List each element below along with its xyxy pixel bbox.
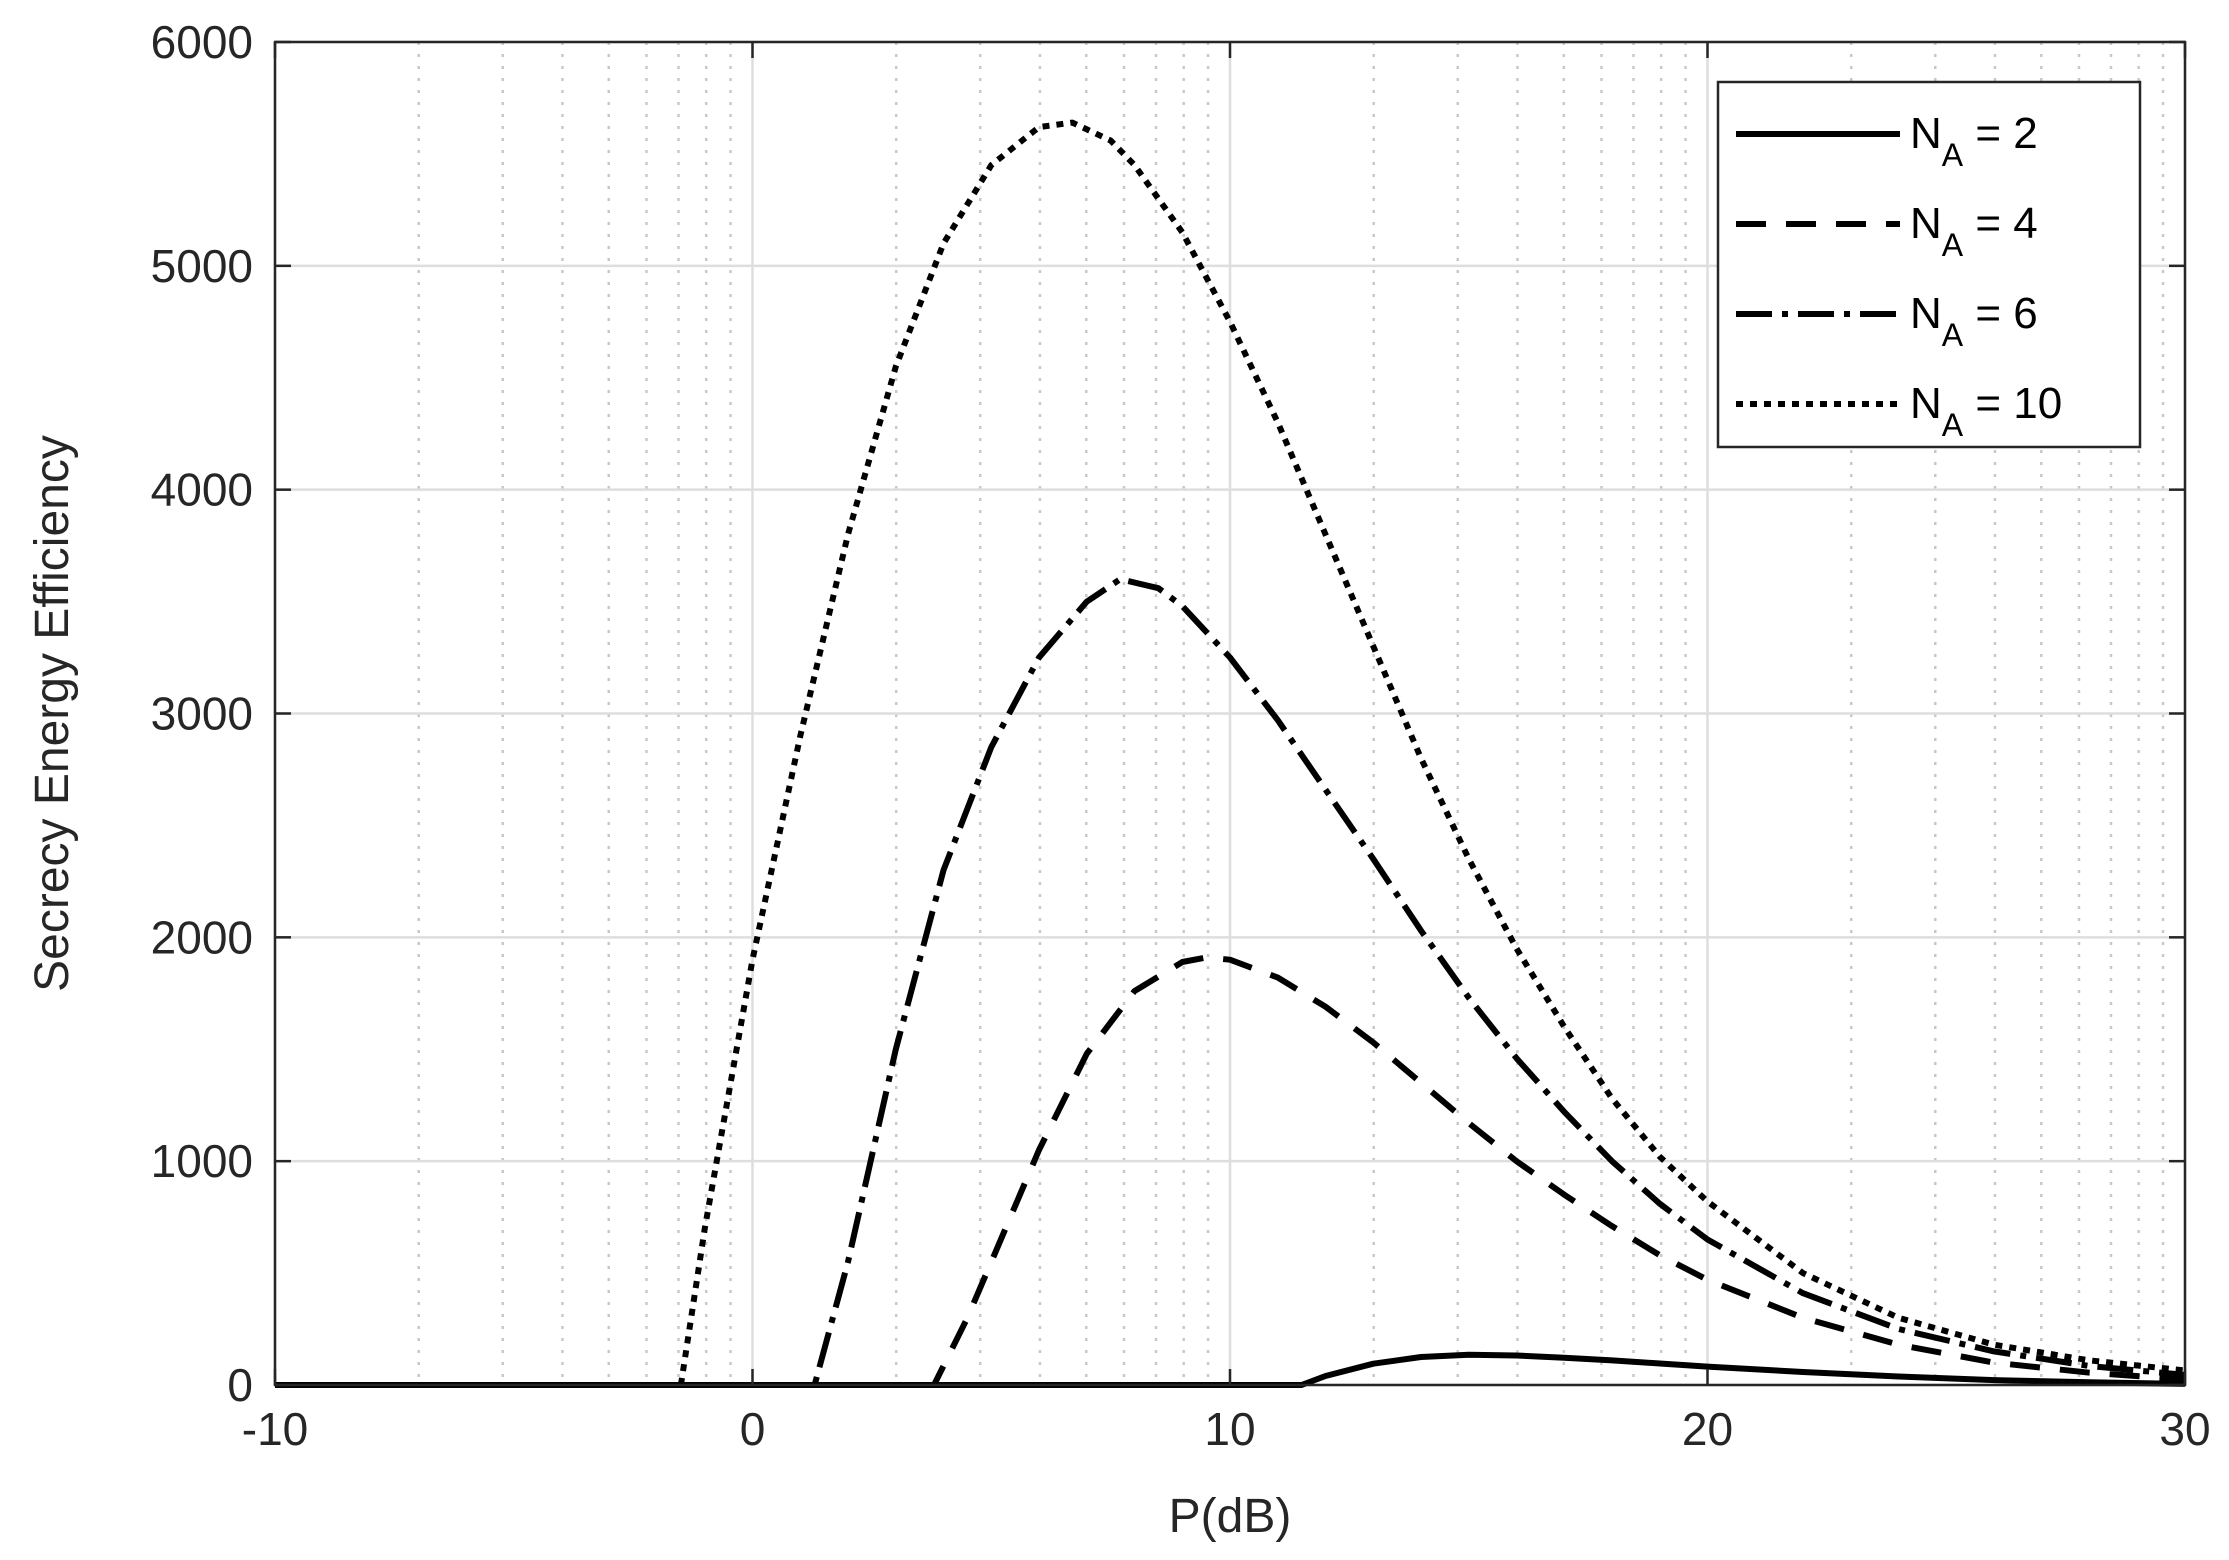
x-tick-label: 30 (2159, 1403, 2210, 1455)
legend-label-rest: = 4 (1963, 199, 2038, 248)
legend-label-subscript: A (1942, 407, 1964, 443)
series-line-3 (275, 576, 2186, 1388)
y-tick-label: 0 (227, 1359, 253, 1411)
legend-label-4: NA = 10 (1910, 379, 2062, 443)
y-axis-label: Secrecy Energy Efficiency (26, 435, 79, 992)
legend-label-rest: = 10 (1963, 379, 2062, 428)
x-tick-label: 20 (1682, 1403, 1733, 1455)
x-tick-label: 0 (740, 1403, 766, 1455)
legend-box (1716, 80, 2142, 449)
legend: NA = 2NA = 4NA = 6NA = 10 (1716, 80, 2142, 449)
legend-label-main: N (1910, 199, 1942, 248)
y-tick-label: 5000 (151, 240, 253, 292)
legend-label-subscript: A (1942, 137, 1964, 173)
legend-label-subscript: A (1942, 317, 1964, 353)
series-line-2 (275, 954, 2186, 1388)
legend-label-main: N (1910, 289, 1942, 338)
legend-label-rest: = 2 (1963, 109, 2038, 158)
y-tick-label: 6000 (151, 16, 253, 68)
x-axis-label: P(dB) (1169, 1490, 1292, 1543)
axes (273, 40, 2187, 1387)
legend-label-rest: = 6 (1963, 289, 2038, 338)
legend-label-main: N (1910, 379, 1942, 428)
y-tick-label: 4000 (151, 464, 253, 516)
x-tick-label: -10 (242, 1403, 308, 1455)
series-line-4 (275, 119, 2186, 1388)
y-tick-label: 2000 (151, 911, 253, 963)
legend-label-3: NA = 6 (1910, 289, 2038, 353)
legend-label-subscript: A (1942, 227, 1964, 263)
legend-label-1: NA = 2 (1910, 109, 2038, 173)
x-tick-label: 10 (1204, 1403, 1255, 1455)
legend-label-2: NA = 4 (1910, 199, 2038, 263)
legend-label-main: N (1910, 109, 1942, 158)
y-tick-label: 1000 (151, 1135, 253, 1187)
y-tick-label: 3000 (151, 688, 253, 740)
